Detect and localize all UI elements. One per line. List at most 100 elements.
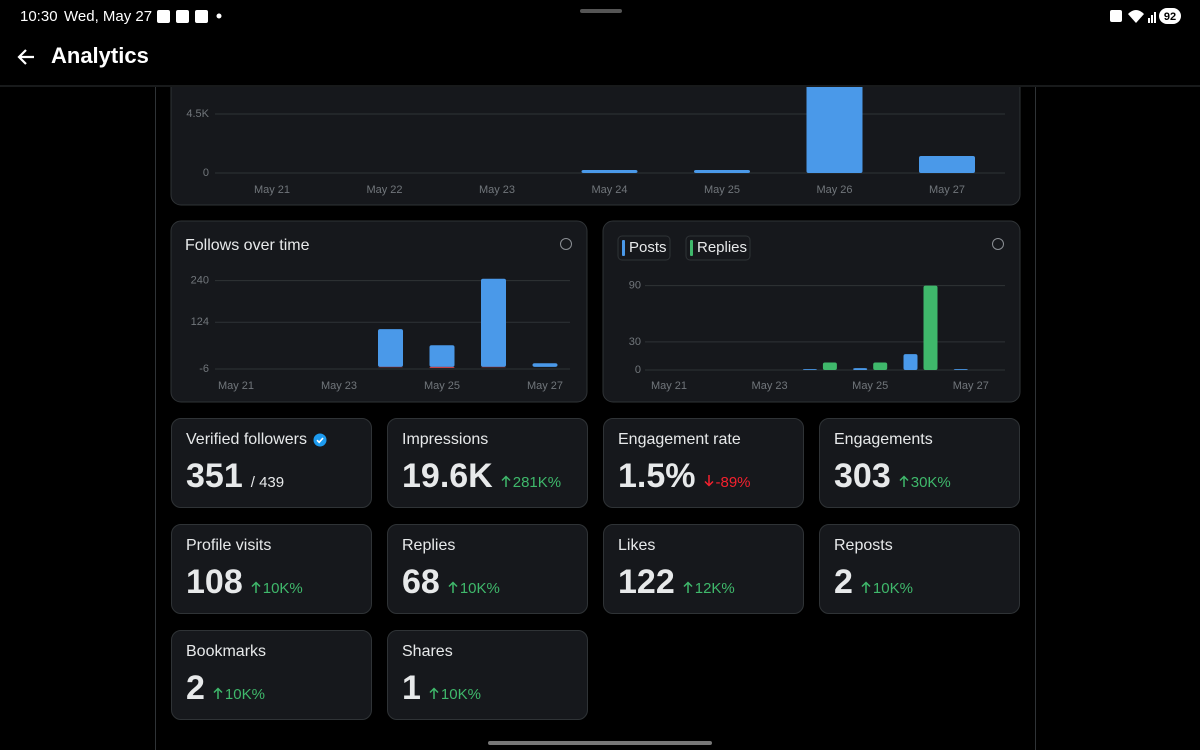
metric-change: 10K% (448, 580, 500, 597)
x-tick-label: May 21 (254, 184, 290, 196)
metric-label-text: Impressions (402, 431, 489, 448)
trend-arrow (429, 687, 439, 699)
drag-handle (580, 9, 622, 13)
metric-label-text: Bookmarks (186, 643, 267, 660)
metric-row: 108 10K% (186, 563, 303, 602)
info-icons[interactable] (560, 238, 1004, 250)
metric-card: Likes 122 12K% (603, 524, 804, 614)
metric-change: 30K% (899, 474, 951, 491)
x-tick-label: May 27 (953, 380, 989, 392)
status-date: Wed, May 27 (64, 8, 152, 25)
legend-label: Posts (629, 239, 667, 256)
bar (532, 363, 558, 367)
chart-title: Follows over time (185, 237, 310, 254)
x-tick-label: May 26 (816, 184, 852, 196)
x-tick-label: May 27 (527, 380, 563, 392)
metric-card: Impressions 19.6K 281K% (387, 418, 588, 508)
x-tick-label: May 23 (752, 380, 788, 392)
battery (1159, 8, 1181, 24)
bar (802, 369, 817, 370)
back-button[interactable] (17, 49, 34, 65)
trend-arrow (448, 581, 458, 593)
metric-row: 122 12K% (618, 563, 735, 602)
metric-row: 2 10K% (186, 669, 265, 708)
metric-change-text: 281K% (512, 474, 562, 491)
metric-label: Impressions (402, 431, 488, 449)
metric-row: 303 30K% (834, 457, 951, 496)
metric-label-text: Profile visits (186, 537, 272, 554)
metric-value: 1 (402, 669, 421, 707)
notification-icons (157, 10, 222, 23)
metric-value: 2 (834, 563, 853, 601)
page-title: Analytics (51, 43, 149, 68)
metric-value: 303 (834, 457, 891, 495)
x-tick-label: May 22 (366, 184, 402, 196)
metric-value: 1.5% (618, 457, 696, 495)
metric-row: 68 10K% (402, 563, 500, 602)
trend-arrow (861, 581, 871, 593)
metric-change-text: 10K% (459, 580, 500, 597)
metric-value: 19.6K (402, 457, 493, 495)
trend-arrow (501, 475, 511, 487)
y-tick-label: 90 (629, 280, 641, 292)
y-tick-label: 30 (629, 336, 641, 348)
y-tick-label: 124 (191, 316, 209, 328)
trend-arrow (703, 475, 714, 487)
metric-change: 12K% (683, 580, 735, 597)
x-tick-label: May 25 (704, 184, 740, 196)
y-tick-label: 240 (191, 275, 209, 287)
bar (923, 285, 938, 370)
metric-value: 122 (618, 563, 675, 601)
bar (822, 362, 837, 370)
metric-row: 2 10K% (834, 563, 913, 602)
x-tick-label: May 21 (218, 380, 254, 392)
metric-card: Engagement rate 1.5% -89% (603, 418, 804, 508)
x-tick-label: May 23 (479, 184, 515, 196)
metric-card: Profile visits 108 10K% (171, 524, 372, 614)
metric-label: Bookmarks (186, 643, 266, 661)
y-tick-label: 0 (635, 364, 641, 376)
x-tick-label: May 25 (852, 380, 888, 392)
metric-label: Replies (402, 537, 455, 555)
metric-label: Verified followers (186, 431, 327, 449)
metric-card: Reposts 2 10K% (819, 524, 1020, 614)
bar (378, 329, 403, 367)
metric-label-text: Engagements (834, 431, 933, 448)
bar (429, 366, 455, 368)
legend-chip (685, 235, 751, 261)
status-time: 10:30 (20, 8, 58, 25)
system-icons (1110, 10, 1156, 23)
bar (873, 362, 888, 370)
bar (919, 155, 975, 173)
metric-label: Shares (402, 643, 453, 661)
bar (481, 278, 506, 367)
trend-arrow (213, 687, 223, 699)
metric-total: / 439 (250, 474, 285, 491)
y-tick-label: 4.5K (186, 108, 209, 120)
metric-label-text: Likes (618, 537, 656, 554)
metric-change-text: 10K% (440, 686, 481, 703)
metric-value: 2 (186, 669, 205, 707)
metric-change: 281K% (501, 474, 561, 491)
metric-card: Bookmarks 2 10K% (171, 630, 372, 720)
metric-change: 10K% (429, 686, 481, 703)
trend-arrow (683, 581, 693, 593)
bar (903, 354, 918, 370)
metric-change-text: 10K% (224, 686, 265, 703)
metric-label: Reposts (834, 537, 893, 555)
content: Follows over time 0 4.5K May 21 May 22 May 2… (0, 87, 1200, 750)
metric-card: Engagements 303 30K% (819, 418, 1020, 508)
metric-row: 1 10K% (402, 669, 481, 708)
metric-label-text: Reposts (834, 537, 893, 554)
metric-change-text: 10K% (872, 580, 913, 597)
metric-change-text: 30K% (910, 474, 951, 491)
bar (853, 368, 868, 370)
x-tick-label: May 27 (929, 184, 965, 196)
x-tick-label: May 25 (424, 380, 460, 392)
metric-label-text: Verified followers (186, 431, 307, 448)
metric-card: Replies 68 10K% (387, 524, 588, 614)
legend-chip (617, 235, 671, 261)
metric-value: 68 (402, 563, 440, 601)
charts: Follows over time 0 4.5K May 21 May 22 May 2… (155, 87, 1036, 750)
